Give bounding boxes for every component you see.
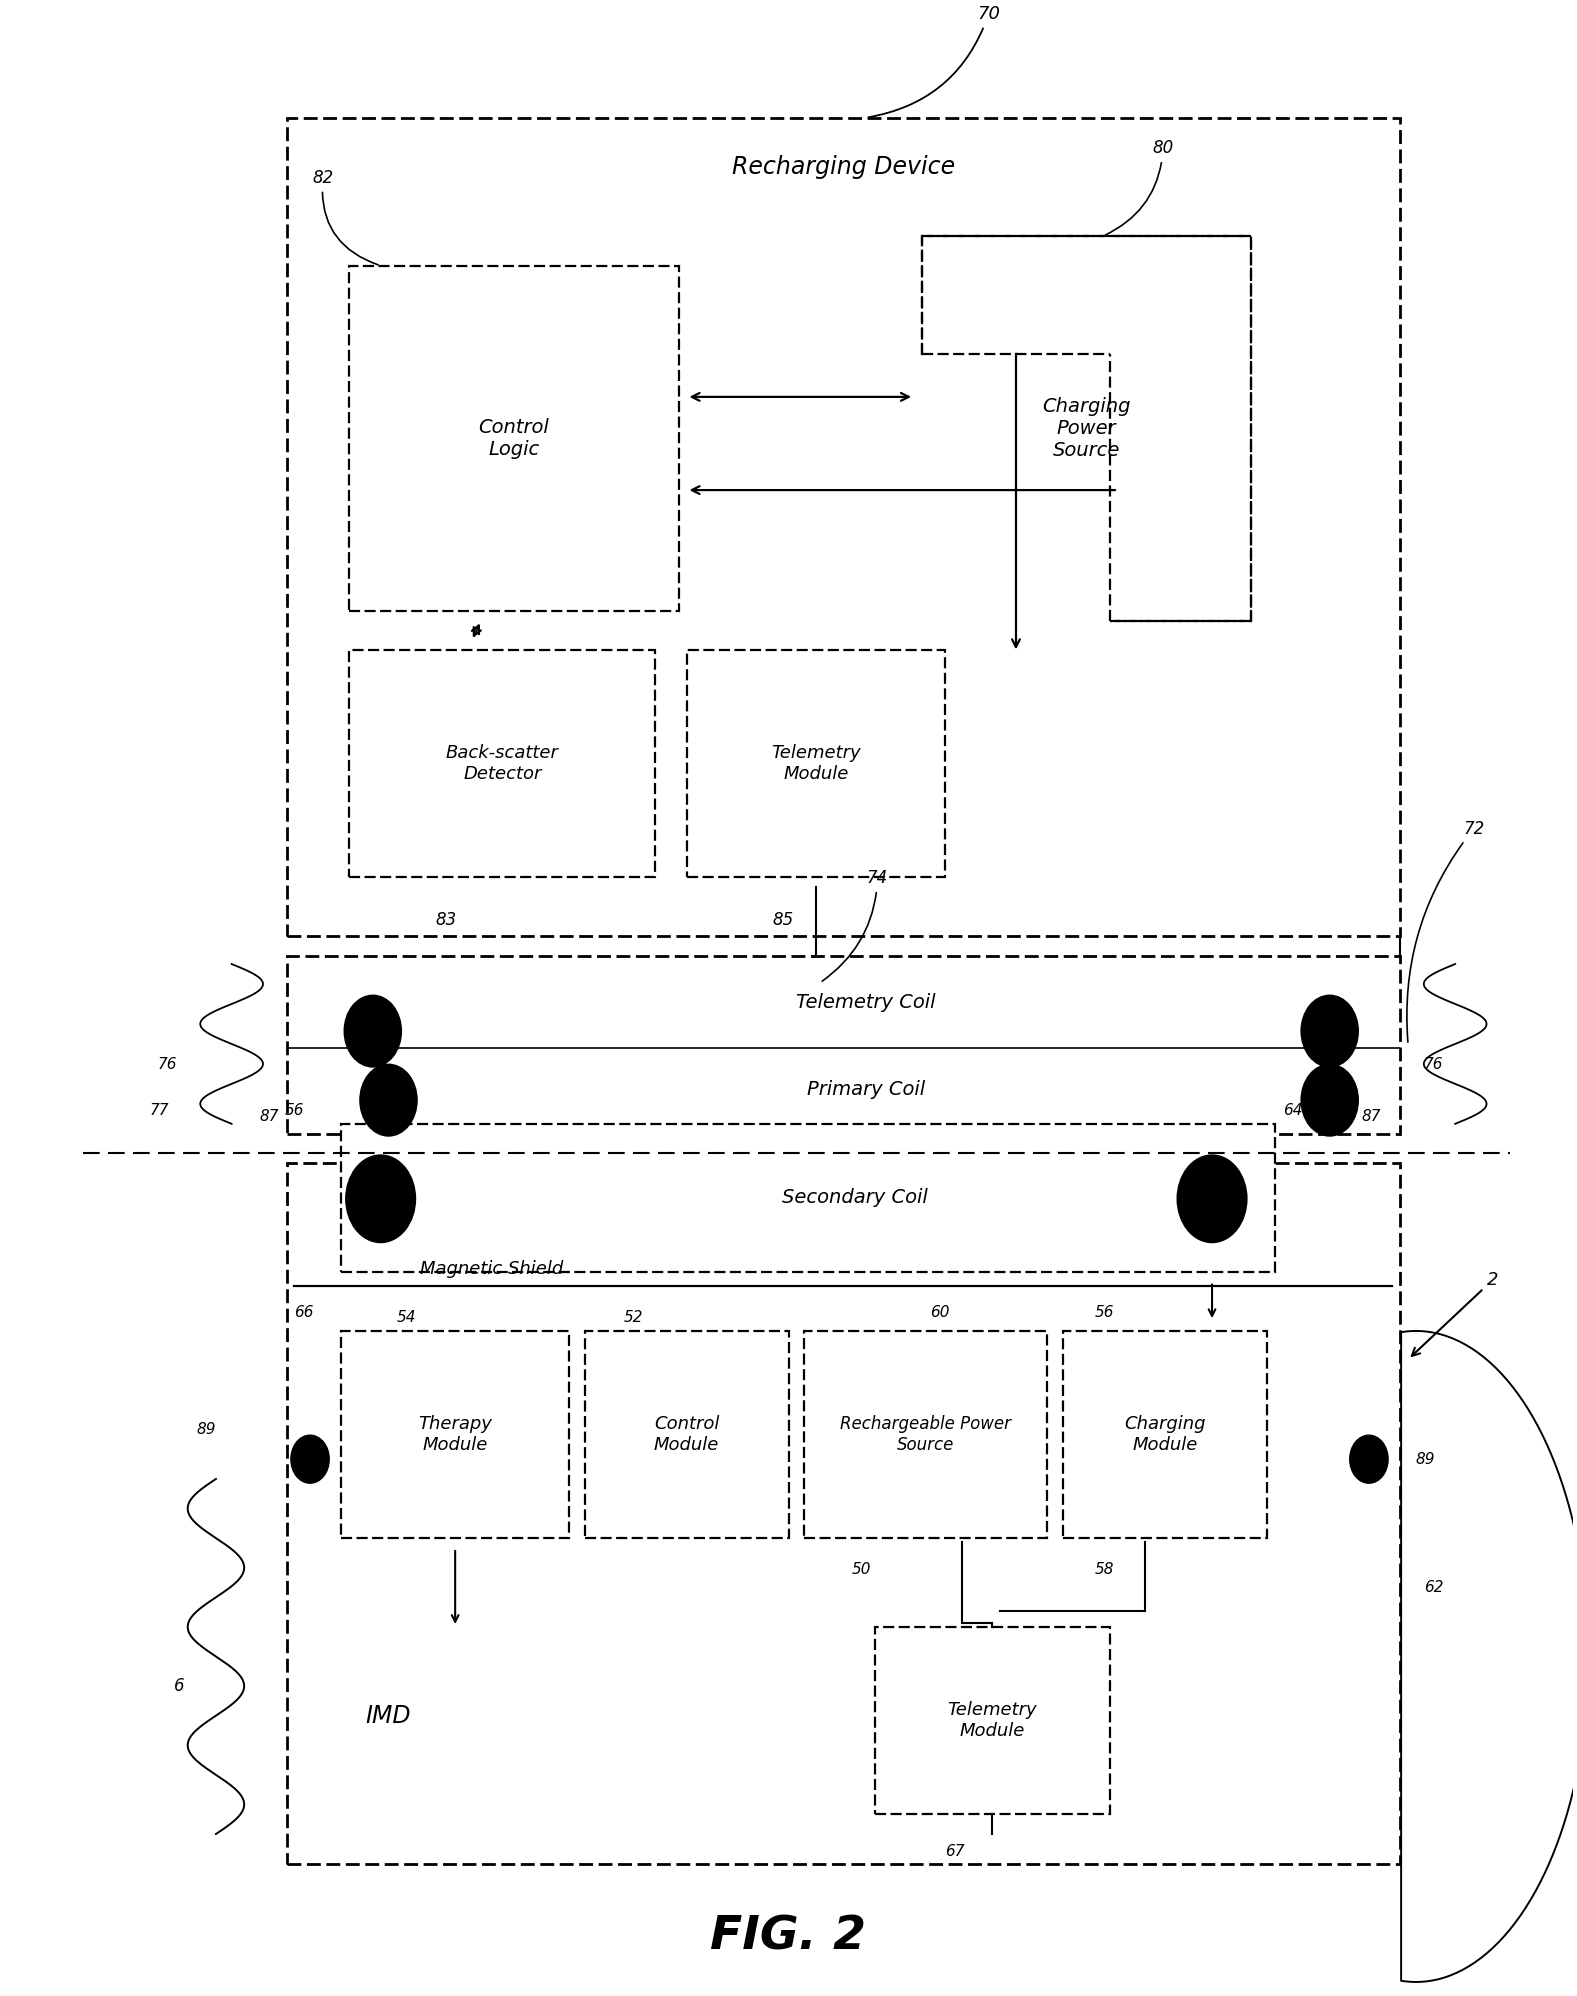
Text: 87: 87 xyxy=(259,1110,279,1124)
Text: Rechargeable Power
Source: Rechargeable Power Source xyxy=(841,1415,1011,1453)
Text: Secondary Coil: Secondary Coil xyxy=(782,1188,927,1208)
Text: 76: 76 xyxy=(1424,1058,1443,1072)
Bar xyxy=(923,236,1251,621)
Text: 62: 62 xyxy=(1424,1581,1443,1595)
Bar xyxy=(349,651,654,876)
Text: 50: 50 xyxy=(852,1561,871,1577)
Text: IMD: IMD xyxy=(364,1705,410,1729)
Circle shape xyxy=(1350,1435,1388,1483)
Text: 83: 83 xyxy=(435,910,457,928)
Text: 54: 54 xyxy=(396,1309,416,1325)
Text: 64: 64 xyxy=(1282,1104,1303,1118)
Text: Back-scatter
Detector: Back-scatter Detector xyxy=(446,745,558,782)
Text: 6: 6 xyxy=(173,1677,185,1695)
Text: Telemetry
Module: Telemetry Module xyxy=(948,1701,1038,1741)
Text: 76: 76 xyxy=(158,1058,177,1072)
Circle shape xyxy=(344,996,401,1066)
Circle shape xyxy=(292,1435,330,1483)
Text: Telemetry
Module: Telemetry Module xyxy=(771,745,861,782)
Bar xyxy=(1063,1331,1266,1539)
Text: Primary Coil: Primary Coil xyxy=(806,1080,924,1100)
Bar xyxy=(686,651,945,876)
Text: Recharging Device: Recharging Device xyxy=(732,156,956,180)
Text: 82: 82 xyxy=(312,170,378,265)
Text: 74: 74 xyxy=(822,868,888,982)
Text: 77: 77 xyxy=(150,1102,169,1118)
Text: Control
Logic: Control Logic xyxy=(478,417,549,459)
Text: 85: 85 xyxy=(773,910,795,928)
Text: Charging
Module: Charging Module xyxy=(1124,1415,1206,1453)
Bar xyxy=(342,1124,1274,1271)
Text: Magnetic Shield: Magnetic Shield xyxy=(419,1259,563,1277)
Text: 2: 2 xyxy=(1411,1271,1498,1355)
Bar xyxy=(921,357,1109,623)
Text: 60: 60 xyxy=(930,1305,949,1319)
Text: Telemetry Coil: Telemetry Coil xyxy=(796,992,935,1012)
Text: 70: 70 xyxy=(869,6,1000,118)
Text: Charging
Power
Source: Charging Power Source xyxy=(1042,397,1131,459)
Text: FIG. 2: FIG. 2 xyxy=(711,1914,866,1960)
Bar xyxy=(342,1331,569,1539)
Bar xyxy=(349,265,678,611)
Text: 66: 66 xyxy=(295,1305,314,1319)
Text: 89: 89 xyxy=(1416,1451,1435,1467)
Text: Control
Module: Control Module xyxy=(654,1415,719,1453)
Bar xyxy=(585,1331,788,1539)
Bar xyxy=(804,1331,1047,1539)
Circle shape xyxy=(1178,1156,1246,1242)
Text: 52: 52 xyxy=(624,1309,643,1325)
Bar xyxy=(287,118,1400,936)
Circle shape xyxy=(1301,996,1358,1066)
Circle shape xyxy=(360,1064,416,1136)
Text: 80: 80 xyxy=(1105,140,1173,236)
Bar xyxy=(875,1627,1110,1814)
Text: 56: 56 xyxy=(284,1104,304,1118)
Text: 67: 67 xyxy=(945,1844,965,1858)
Circle shape xyxy=(345,1156,415,1242)
Circle shape xyxy=(1301,1064,1358,1136)
Text: 89: 89 xyxy=(197,1421,216,1437)
Text: 87: 87 xyxy=(1361,1110,1380,1124)
Text: 56: 56 xyxy=(1094,1305,1113,1319)
Text: 58: 58 xyxy=(1094,1561,1113,1577)
Text: Therapy
Module: Therapy Module xyxy=(418,1415,492,1453)
Bar xyxy=(287,1164,1400,1864)
Bar xyxy=(287,956,1400,1134)
Text: 72: 72 xyxy=(1407,820,1484,1042)
